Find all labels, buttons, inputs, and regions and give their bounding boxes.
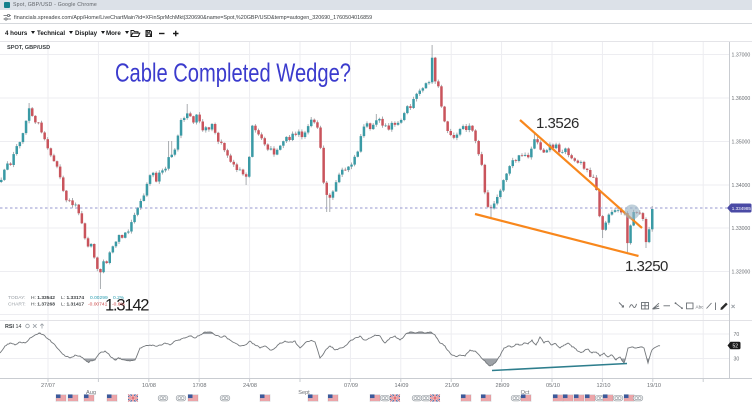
svg-text:Oct: Oct [521,390,530,396]
svg-text:1.3250: 1.3250 [625,258,668,275]
svg-text:Abc: Abc [696,304,705,309]
svg-text:1.3142: 1.3142 [105,297,149,315]
svg-text:H: 1.33542: H: 1.33542 [31,295,55,301]
svg-text:05/10: 05/10 [546,383,560,389]
svg-text:1.334985: 1.334985 [732,206,752,211]
svg-text:17/08: 17/08 [193,383,207,389]
svg-text:1.33000: 1.33000 [732,226,751,232]
svg-text:L: 1.33174: L: 1.33174 [61,295,84,301]
svg-text:19/10: 19/10 [647,383,661,389]
svg-text:Sept: Sept [298,390,310,396]
svg-text:28/09: 28/09 [496,383,510,389]
svg-text:1.37000: 1.37000 [732,53,751,59]
svg-text:10/08: 10/08 [142,383,156,389]
svg-text:1.34000: 1.34000 [732,183,751,189]
svg-text:-0.00741: -0.00741 [88,302,108,308]
svg-text:21/09: 21/09 [445,383,459,389]
svg-text:L: 1.31417: L: 1.31417 [61,302,84,308]
svg-text:SPOT, GBP/USD: SPOT, GBP/USD [7,45,50,51]
svg-text:07/09: 07/09 [344,383,358,389]
svg-text:1.36000: 1.36000 [732,96,751,102]
svg-text:27/07: 27/07 [41,383,55,389]
svg-text:1.3526: 1.3526 [536,115,579,132]
svg-text:TODAY:: TODAY: [8,295,25,301]
svg-text:52: 52 [733,343,739,349]
svg-text:RSI 14: RSI 14 [5,324,22,330]
svg-text:30: 30 [734,357,740,363]
svg-text:1.32000: 1.32000 [732,270,751,276]
svg-text:1.35000: 1.35000 [732,140,751,146]
svg-text:70: 70 [734,332,740,338]
svg-text:12/10: 12/10 [597,383,611,389]
svg-text:24/08: 24/08 [243,383,257,389]
svg-text:Aug: Aug [86,390,96,396]
svg-text:H: 1.37268: H: 1.37268 [31,302,55,308]
svg-text:CHART:: CHART: [8,302,26,308]
svg-text:Cable Completed Wedge?: Cable Completed Wedge? [115,58,351,88]
svg-text:0.00299: 0.00299 [90,295,108,301]
svg-text:-0.6%: -0.6% [112,302,125,308]
svg-text:14/09: 14/09 [395,383,409,389]
svg-text:0.2%: 0.2% [113,295,125,301]
